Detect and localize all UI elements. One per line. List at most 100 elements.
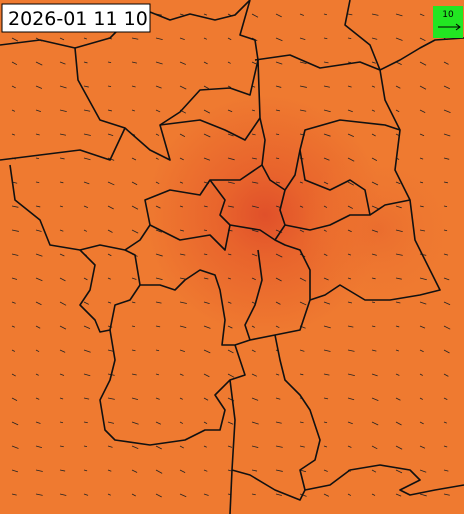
wind-arrow <box>323 373 330 376</box>
wind-arrow <box>347 181 355 186</box>
wind-arrow <box>131 205 139 210</box>
wind-arrow <box>371 349 377 352</box>
wind-arrow <box>299 37 306 41</box>
wind-arrow <box>155 421 161 425</box>
wind-arrow <box>251 373 258 377</box>
wind-arrow <box>107 277 111 280</box>
wind-arrow <box>11 349 16 352</box>
wind-arrow <box>251 349 256 353</box>
wind-arrow <box>59 277 66 282</box>
wind-arrow <box>395 37 403 41</box>
wind-arrow <box>251 205 259 209</box>
wind-arrow <box>227 349 234 354</box>
wind-arrow <box>395 397 401 401</box>
wind-arrow <box>11 229 19 232</box>
wind-arrow <box>155 301 162 304</box>
wind-arrow <box>371 493 376 496</box>
wind-arrow <box>227 109 233 113</box>
wind-arrow <box>11 253 19 256</box>
wind-arrow <box>371 301 376 303</box>
wind-arrow <box>203 277 209 280</box>
wind-arrow <box>371 445 378 450</box>
wind-arrow <box>395 109 400 113</box>
wind-arrow <box>371 61 376 64</box>
wind-arrow <box>371 469 377 473</box>
wind-arrow <box>251 13 259 18</box>
wind-arrow <box>155 493 162 498</box>
wind-arrow <box>347 229 352 233</box>
wind-arrow <box>35 301 42 306</box>
wind-arrow <box>227 181 235 184</box>
wind-arrow <box>203 109 211 114</box>
wind-arrow <box>203 205 208 208</box>
wind-arrow <box>35 445 42 449</box>
wind-arrow <box>443 61 449 65</box>
wind-arrow <box>299 373 304 376</box>
wind-arrow <box>419 349 424 353</box>
wind-arrow <box>59 397 64 400</box>
wind-arrow <box>83 181 90 185</box>
wind-arrow <box>227 301 232 304</box>
wind-arrow <box>11 205 19 208</box>
wind-arrow <box>11 133 16 136</box>
wind-arrow <box>11 109 16 112</box>
wind-arrow <box>395 301 401 304</box>
wind-arrow <box>107 133 114 136</box>
wind-arrow <box>323 109 331 113</box>
wind-arrow <box>203 229 208 232</box>
wind-arrow <box>251 301 255 304</box>
wind-arrow <box>347 277 352 280</box>
wind-arrow <box>11 37 19 42</box>
wind-arrow <box>131 349 136 352</box>
wind-arrow <box>59 325 67 330</box>
wind-arrow <box>107 493 111 496</box>
wind-arrow <box>59 421 64 424</box>
wind-arrow <box>35 493 43 496</box>
wind-arrow <box>227 157 235 161</box>
border <box>244 249 263 341</box>
wind-arrow <box>11 397 18 401</box>
wind-arrow <box>11 493 17 496</box>
wind-arrow <box>347 61 352 64</box>
wind-arrow <box>35 157 40 160</box>
wind-arrow <box>323 157 330 161</box>
wind-arrow <box>35 397 40 400</box>
border <box>124 249 141 286</box>
wind-arrow <box>179 493 187 498</box>
wind-arrow <box>323 181 329 185</box>
wind-arrow <box>107 205 114 210</box>
wind-arrow <box>203 133 211 138</box>
wind-arrow <box>203 445 207 448</box>
wind-arrow <box>419 181 424 184</box>
wind-arrow <box>59 349 66 353</box>
wind-arrow <box>419 205 424 208</box>
wind-arrow <box>299 229 305 233</box>
wind-arrow <box>395 229 403 233</box>
wind-arrow <box>35 205 41 208</box>
wind-arrow <box>419 325 426 329</box>
wind-arrow <box>11 277 18 280</box>
wind-arrow <box>251 61 257 65</box>
wind-arrow <box>11 301 16 304</box>
wind-arrow <box>299 205 304 208</box>
wind-arrow <box>299 421 304 424</box>
wind-arrow <box>371 397 379 401</box>
wind-arrow <box>227 253 232 256</box>
wind-arrow <box>371 133 376 137</box>
wind-arrow <box>251 469 258 472</box>
wind-arrow <box>419 109 426 113</box>
legend-box <box>433 6 463 38</box>
border <box>344 0 464 71</box>
wind-arrow <box>299 349 305 352</box>
wind-arrow <box>275 493 282 496</box>
wind-arrow <box>443 109 451 113</box>
wind-arrow <box>395 205 402 209</box>
wind-arrow <box>83 349 91 353</box>
wind-arrow <box>395 373 400 376</box>
wind-arrow <box>395 421 402 426</box>
wind-arrow <box>83 133 91 136</box>
wind-arrow <box>59 85 67 89</box>
wind-arrow <box>179 421 184 424</box>
wind-arrow <box>251 421 259 425</box>
